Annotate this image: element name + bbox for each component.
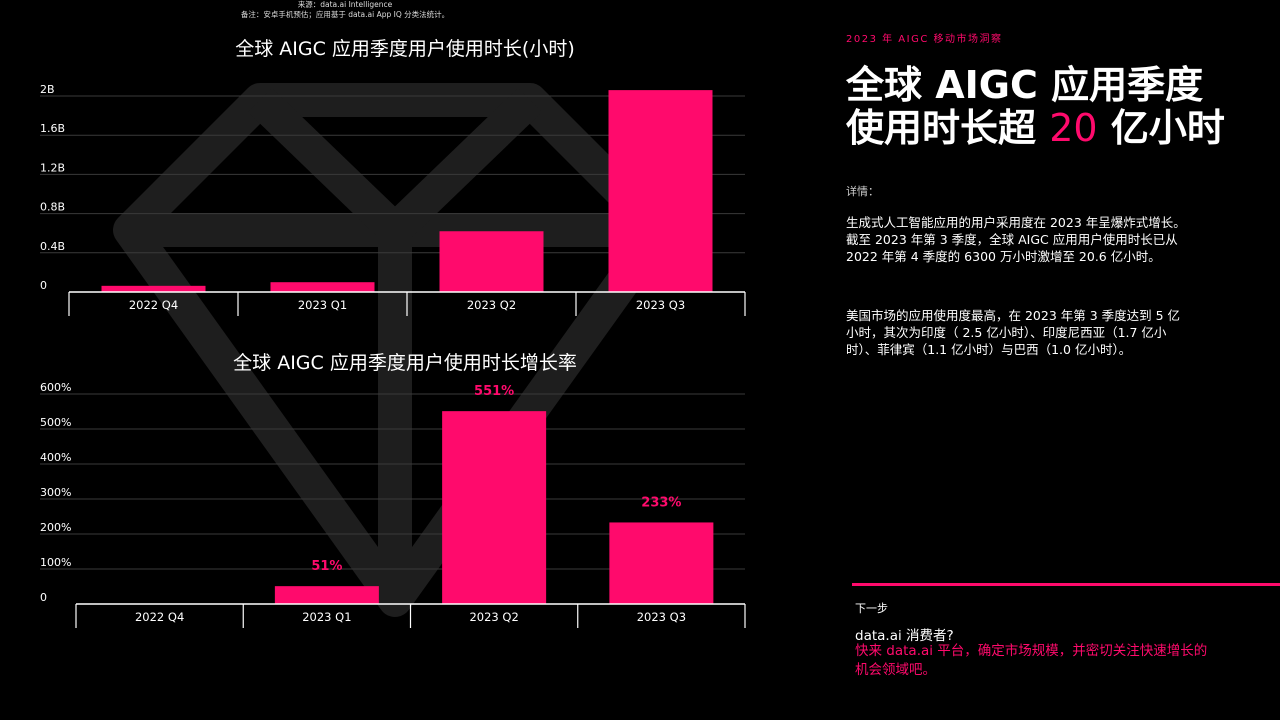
- report-tag: 2023 年 AIGC 移动市场洞察: [846, 34, 1003, 45]
- details-label: 详情：: [846, 185, 879, 198]
- details-paragraph-1: 生成式人工智能应用的用户采用度在 2023 年呈爆炸式增长。截至 2023 年第…: [846, 215, 1186, 264]
- footnote-text: 备注：安卓手机预估；应用基于 data.ai App IQ 分类法统计。: [240, 10, 450, 19]
- headline-pre: 使用时长超: [846, 106, 1050, 150]
- x-tick-label: 2023 Q1: [298, 298, 347, 312]
- accent-divider: [852, 583, 1280, 586]
- headline: 全球 AIGC 应用季度 使用时长超 20 亿小时: [846, 64, 1225, 150]
- chart1-title: 全球 AIGC 应用季度用户使用时长(小时): [235, 38, 575, 60]
- data-label: 233%: [641, 495, 681, 510]
- bar: [442, 411, 547, 604]
- headline-post: 亿小时: [1097, 106, 1225, 150]
- y-tick-label: 500%: [40, 416, 71, 429]
- bar: [101, 285, 206, 292]
- next-step-cta[interactable]: 快来 data.ai 平台，确定市场规模，并密切关注快速增长的机会领域吧。: [855, 643, 1208, 678]
- y-tick-label: 600%: [40, 381, 71, 394]
- x-tick-label: 2023 Q3: [636, 298, 685, 312]
- bar: [270, 282, 375, 292]
- x-tick-label: 2022 Q4: [129, 298, 178, 312]
- x-tick-label: 2022 Q4: [135, 610, 184, 624]
- y-tick-label: 100%: [40, 556, 71, 569]
- bar: [608, 90, 713, 293]
- y-tick-label: 1.6B: [40, 122, 65, 135]
- data-label: 51%: [311, 559, 342, 574]
- x-tick-label: 2023 Q1: [302, 610, 351, 624]
- headline-highlight: 20: [1049, 106, 1098, 150]
- x-tick-label: 2023 Q2: [467, 298, 516, 312]
- bar: [439, 231, 544, 292]
- y-tick-label: 300%: [40, 486, 71, 499]
- y-tick-label: 0.8B: [40, 201, 65, 214]
- y-tick-label: 1.2B: [40, 161, 65, 174]
- bar: [609, 522, 714, 604]
- bar: [274, 586, 379, 604]
- next-step-label: 下一步: [855, 602, 888, 615]
- source-note: 来源：data.ai Intelligence 备注：安卓手机预估；应用基于 d…: [0, 0, 690, 20]
- y-tick-label: 200%: [40, 521, 71, 534]
- next-step-question: data.ai 消费者?: [855, 628, 954, 644]
- details-paragraph-2: 美国市场的应用使用度最高，在 2023 年第 3 季度达到 5 亿小时，其次为印…: [846, 308, 1181, 357]
- y-tick-label: 400%: [40, 451, 71, 464]
- y-tick-label: 0: [40, 591, 47, 604]
- headline-line2: 使用时长超 20 亿小时: [846, 107, 1225, 150]
- y-tick-label: 0: [40, 279, 47, 292]
- growth-rate-chart: 0 100% 200% 300% 400% 500% 600% 2022 Q4 51% 2023 …: [40, 381, 746, 628]
- y-tick-label: 0.4B: [40, 240, 65, 253]
- chart2-title: 全球 AIGC 应用季度用户使用时长增长率: [233, 352, 577, 374]
- usage-hours-chart: 0 0.4B 0.8B 1.2B 1.6B 2B 2022 Q4 2023 Q1 2023 Q2…: [40, 83, 746, 316]
- source-text: 来源：data.ai Intelligence: [297, 0, 393, 9]
- x-tick-label: 2023 Q3: [637, 610, 686, 624]
- x-tick-label: 2023 Q2: [469, 610, 518, 624]
- y-tick-label: 2B: [40, 83, 55, 96]
- data-label: 551%: [474, 384, 514, 399]
- headline-line1: 全球 AIGC 应用季度: [846, 63, 1204, 107]
